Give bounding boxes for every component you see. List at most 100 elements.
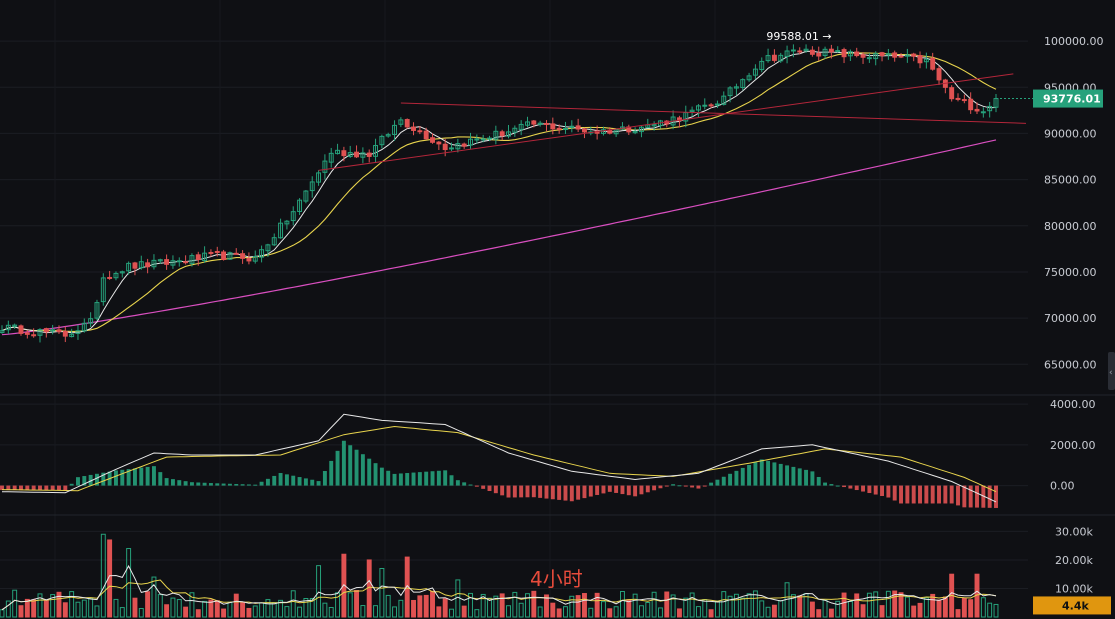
volume-bar — [5, 600, 11, 618]
macd-histogram-bar — [683, 485, 688, 487]
candle-body — [442, 143, 448, 151]
price-candle — [695, 104, 701, 118]
candle-body — [911, 53, 917, 57]
volume-bar — [449, 608, 454, 618]
volume-bar — [436, 606, 442, 618]
volume-bar — [506, 605, 511, 618]
price-candle — [885, 48, 891, 60]
price-candle — [752, 64, 758, 80]
volume-bar — [512, 591, 518, 618]
volume-bar — [37, 593, 43, 618]
macd-histogram-bar — [227, 483, 232, 486]
macd-histogram-bar — [810, 471, 815, 486]
price-candle — [835, 46, 841, 53]
current-volume-label: 4.4k — [1062, 599, 1089, 612]
volume-axis-label: 10.00k — [1055, 582, 1093, 595]
price-candle — [303, 189, 309, 204]
candle-body — [968, 98, 974, 111]
price-candle — [961, 94, 967, 104]
candle-body — [980, 111, 986, 114]
macd-histogram-bar — [392, 473, 397, 486]
macd-histogram-bar — [772, 462, 777, 486]
macd-histogram-bar — [968, 485, 973, 508]
price-candle — [506, 124, 511, 139]
candle-body — [746, 75, 752, 81]
macd-histogram-bar — [234, 483, 239, 486]
volume-bar — [670, 594, 676, 618]
candle-body — [5, 324, 11, 331]
macd-histogram-bar — [956, 485, 960, 506]
macd-histogram-bar — [645, 485, 650, 493]
macd-histogram-bar — [183, 481, 188, 486]
price-candle — [0, 325, 5, 334]
candle-body — [297, 199, 303, 212]
price-candle — [176, 257, 182, 267]
macd-histogram-bar — [949, 485, 954, 504]
price-candle — [366, 149, 372, 163]
macd-histogram-bar — [588, 485, 593, 497]
price-candle — [930, 52, 936, 71]
macd-histogram-bar — [930, 485, 935, 504]
volume-bar — [961, 597, 967, 618]
price-candle — [132, 261, 138, 276]
candle-body — [151, 259, 157, 268]
price-candle — [151, 254, 157, 270]
candle-body — [822, 48, 828, 56]
macd-histogram-bar — [531, 485, 536, 498]
svg-text:‹: ‹ — [1109, 368, 1113, 378]
price-candle — [746, 72, 752, 82]
candle-body — [56, 329, 62, 333]
price-axis-label: 75000.00 — [1044, 266, 1097, 279]
macd-histogram-bar — [557, 485, 562, 500]
side-collapse-handle[interactable]: ‹ — [1108, 352, 1115, 390]
volume-bar — [746, 593, 752, 618]
macd-histogram-bar — [57, 485, 61, 491]
macd-histogram-bar — [696, 485, 701, 489]
price-candle — [265, 243, 271, 257]
macd-histogram-bar — [740, 467, 745, 486]
macd-histogram-bar — [702, 485, 707, 487]
macd-histogram-bar — [880, 485, 885, 497]
price-candle — [619, 122, 625, 131]
macd-histogram-bar — [462, 482, 467, 486]
price-candle — [765, 48, 771, 63]
candle-body — [847, 51, 853, 57]
candle-body — [126, 262, 132, 272]
volume-bar — [556, 608, 562, 618]
volume-bar — [714, 600, 720, 618]
macd-histogram-bar — [88, 474, 93, 486]
volume-bar — [619, 591, 625, 618]
candle-body — [480, 138, 486, 141]
candle-body — [284, 220, 290, 225]
macd-histogram-bar — [506, 485, 511, 498]
macd-histogram-bar — [202, 482, 207, 486]
macd-histogram — [0, 440, 998, 508]
price-candle — [24, 330, 30, 339]
volume-bar — [563, 606, 568, 618]
macd-histogram-bar — [652, 485, 657, 491]
price-axis-label: 90000.00 — [1044, 127, 1097, 140]
volume-bar — [170, 597, 176, 618]
macd-histogram-bar — [455, 480, 460, 486]
macd-dea-line — [1, 425, 997, 493]
price-candle — [278, 218, 284, 239]
volume-bar — [936, 599, 942, 618]
macd-histogram-bar — [861, 485, 866, 492]
candle-body — [765, 55, 771, 62]
volume-bar — [183, 606, 189, 618]
volume-bar — [214, 600, 220, 618]
volume-bar — [322, 602, 328, 618]
macd-histogram-bar — [139, 467, 144, 486]
price-candle — [157, 258, 163, 264]
volume-bar — [809, 601, 815, 618]
candle-body — [290, 211, 296, 222]
macd-histogram-bar — [778, 463, 783, 486]
macd-histogram-bar — [614, 485, 619, 493]
volume-bar — [113, 598, 119, 618]
volume-bar — [480, 593, 486, 618]
macd-histogram-bar — [44, 485, 49, 491]
candle-body — [461, 143, 467, 147]
macd-histogram-bar — [12, 485, 17, 491]
macd-histogram-bar — [576, 485, 581, 500]
